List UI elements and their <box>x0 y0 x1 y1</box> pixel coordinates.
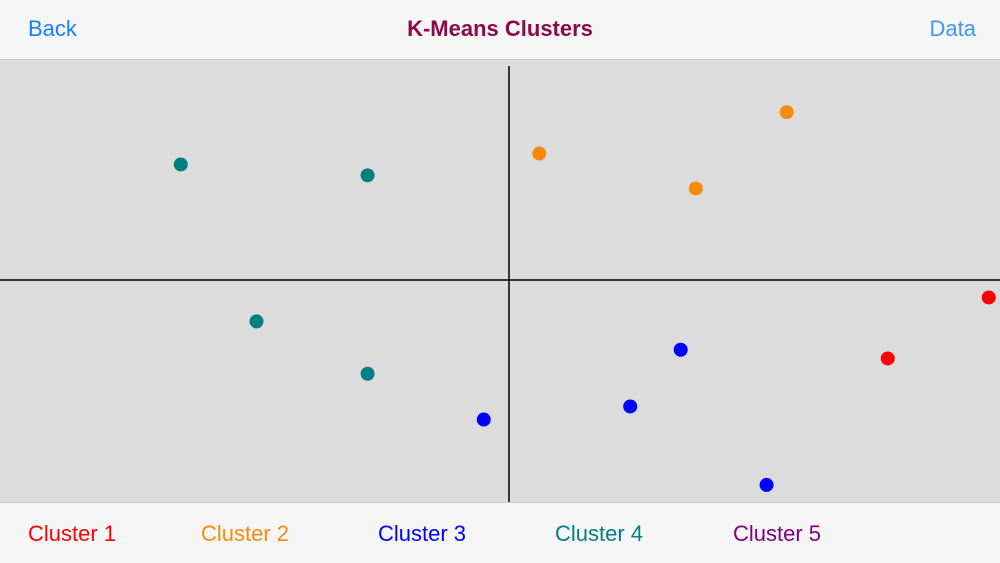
legend-cluster-3: Cluster 3 <box>378 521 467 546</box>
scatter-chart <box>0 66 1000 502</box>
data-button[interactable]: Data <box>929 16 976 41</box>
data-point-cluster-2 <box>688 181 703 196</box>
page-title: K-Means Clusters <box>407 16 593 41</box>
data-point-cluster-2 <box>779 105 794 120</box>
data-point-cluster-3 <box>673 342 688 357</box>
legend-cluster-1: Cluster 1 <box>28 521 117 546</box>
scatter-plot-area <box>0 60 1000 502</box>
data-point-cluster-4 <box>360 366 375 381</box>
legend-cluster-4: Cluster 4 <box>555 521 644 546</box>
legend-cluster-5: Cluster 5 <box>733 521 822 546</box>
data-point-cluster-1 <box>981 290 996 305</box>
data-point-cluster-4 <box>360 168 375 183</box>
navigation-bar: Back K-Means Clusters Data <box>0 0 1000 60</box>
data-point-cluster-3 <box>759 477 774 492</box>
legend-cluster-2: Cluster 2 <box>201 521 290 546</box>
cluster-legend: Cluster 1 Cluster 2 Cluster 3 Cluster 4 … <box>0 502 1000 563</box>
data-point-cluster-4 <box>249 314 264 329</box>
data-point-cluster-2 <box>532 146 547 161</box>
data-point-cluster-1 <box>880 351 895 366</box>
data-point-cluster-4 <box>173 157 188 172</box>
data-point-cluster-3 <box>476 412 491 427</box>
back-button[interactable]: Back <box>28 16 77 41</box>
data-point-cluster-3 <box>623 399 638 414</box>
